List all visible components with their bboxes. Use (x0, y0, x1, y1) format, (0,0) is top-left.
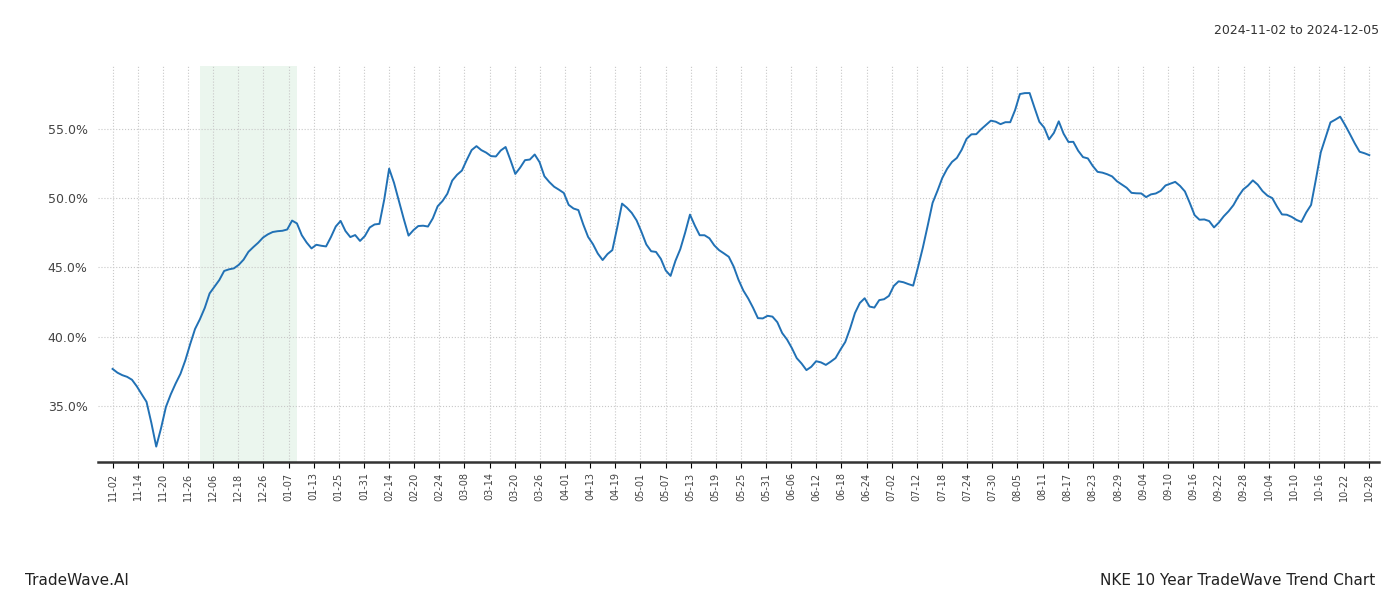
Text: 2024-11-02 to 2024-12-05: 2024-11-02 to 2024-12-05 (1214, 24, 1379, 37)
Bar (200, 66, 297, 462)
Text: NKE 10 Year TradeWave Trend Chart: NKE 10 Year TradeWave Trend Chart (1099, 573, 1375, 588)
Text: TradeWave.AI: TradeWave.AI (25, 573, 129, 588)
